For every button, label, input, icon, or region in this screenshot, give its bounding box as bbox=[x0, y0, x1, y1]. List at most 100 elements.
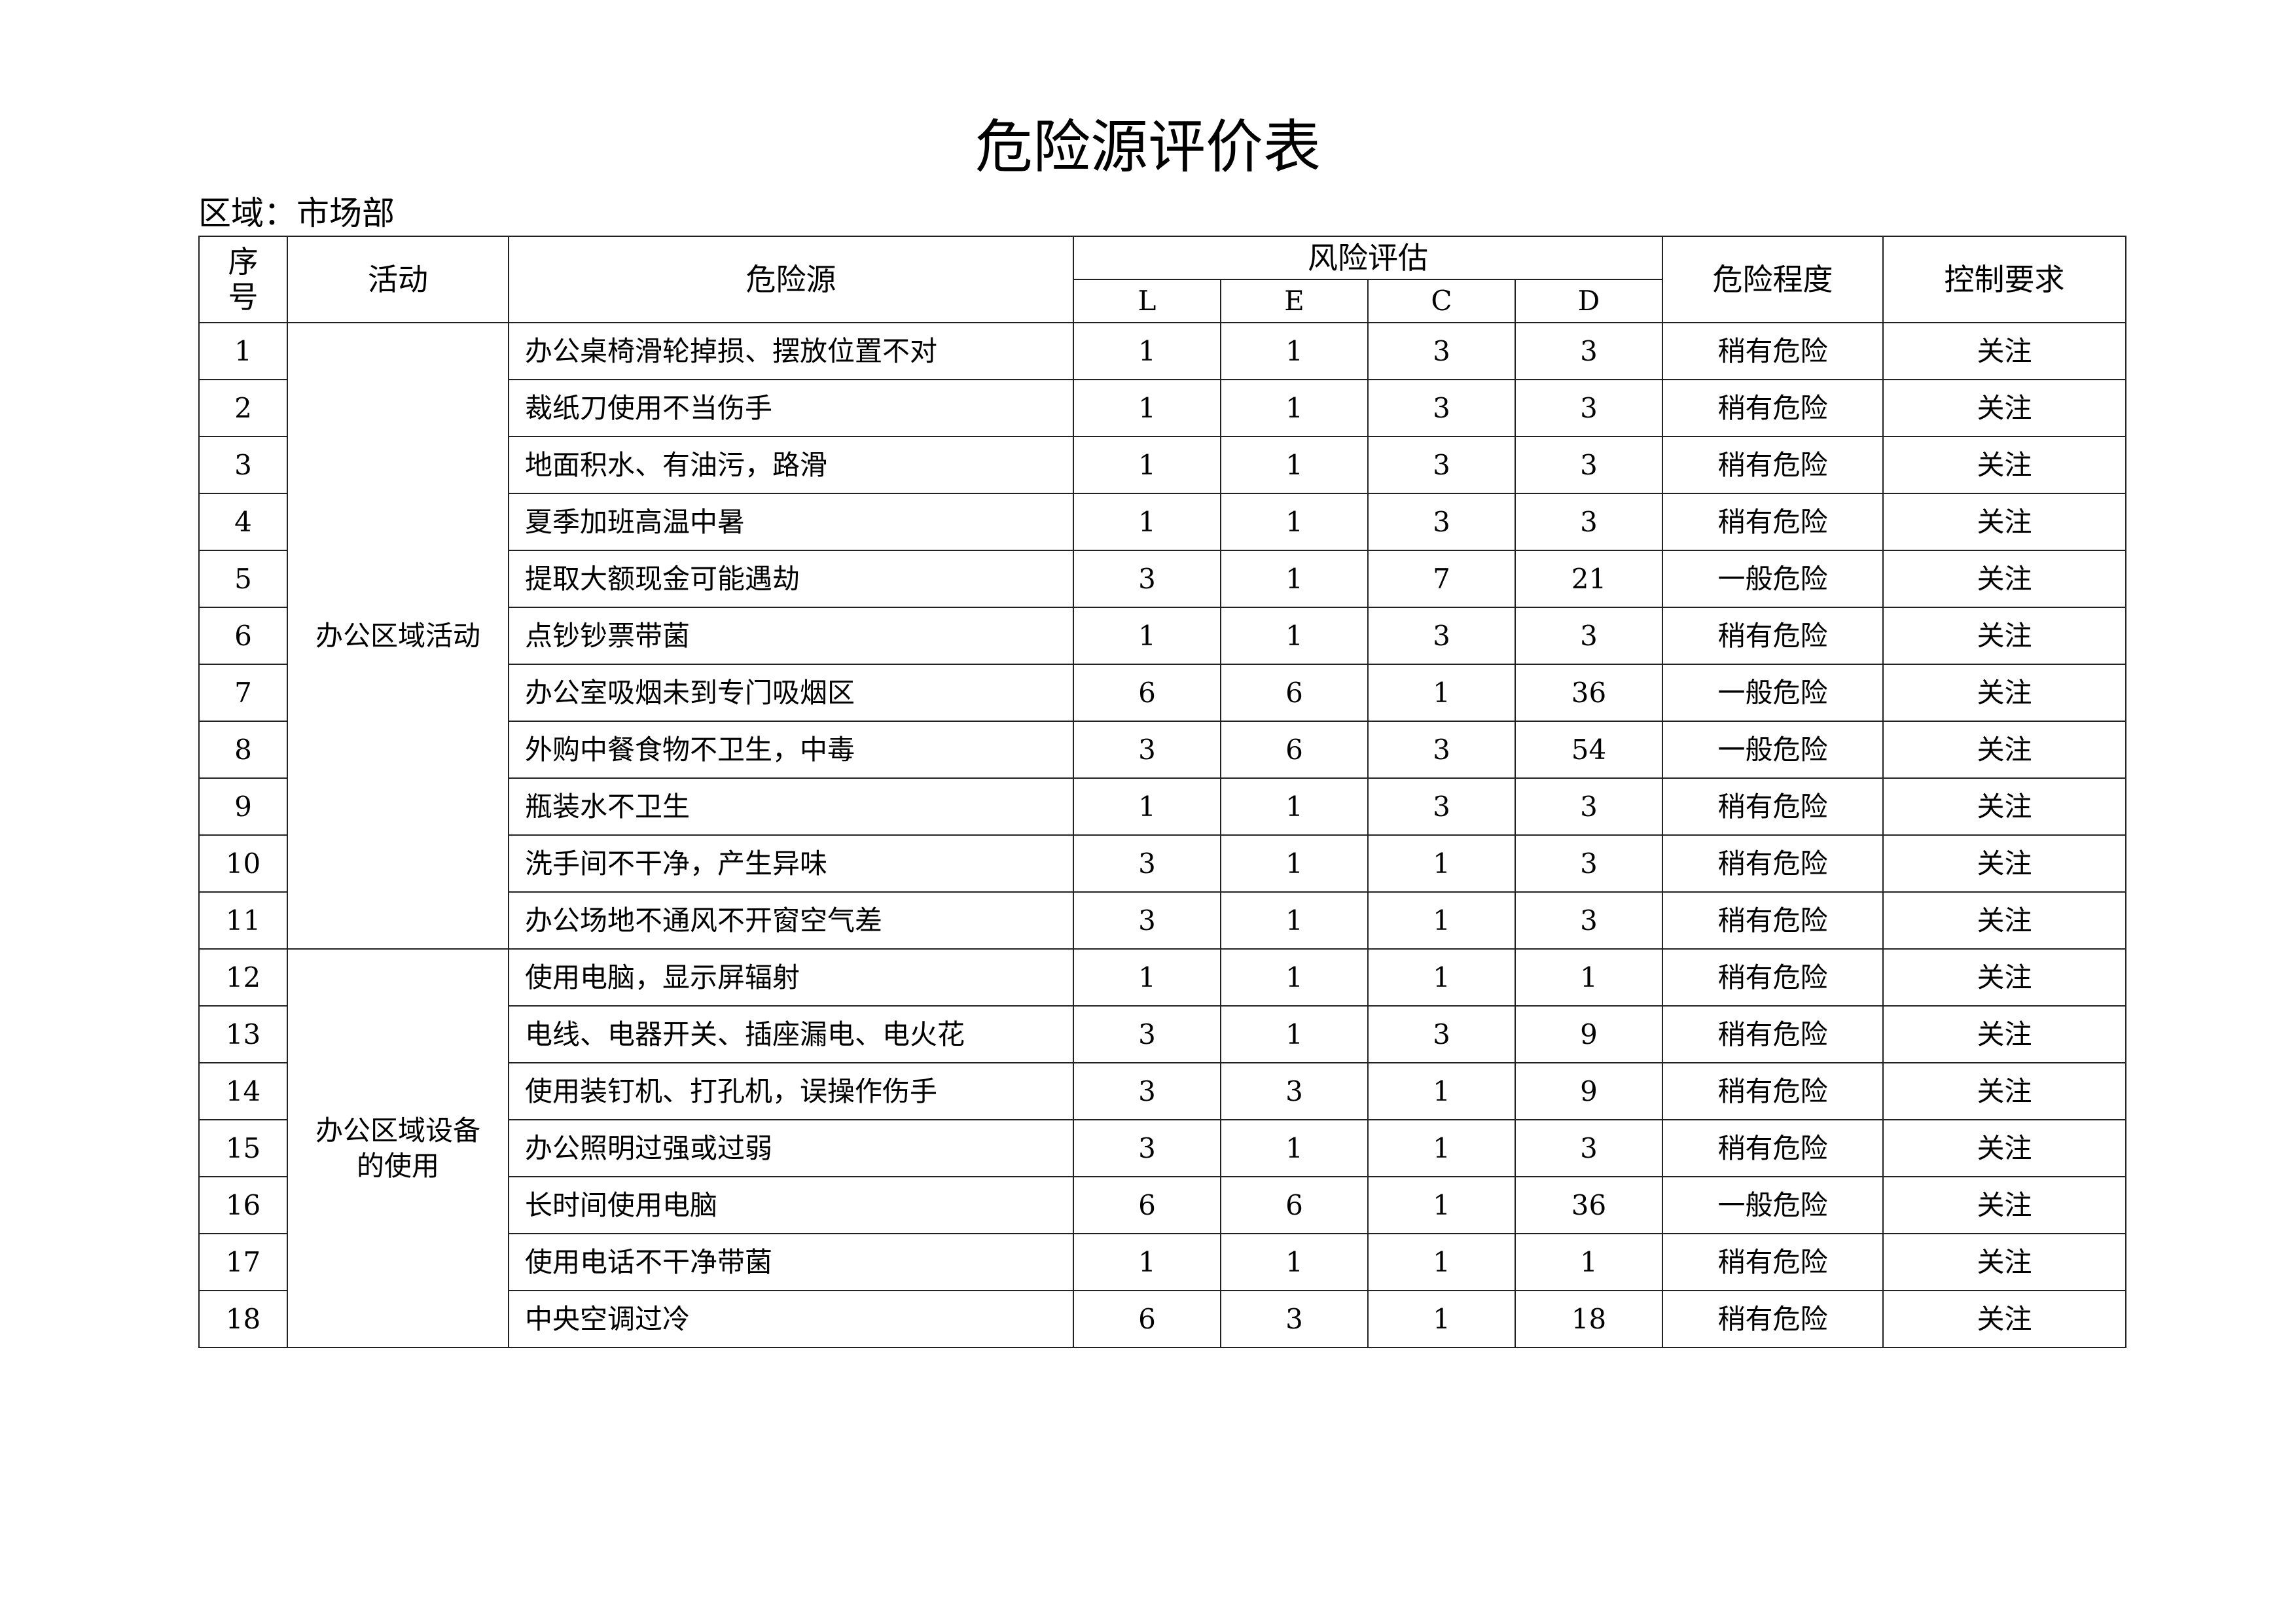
l-value: 1 bbox=[1073, 379, 1221, 437]
row-number: 8 bbox=[198, 721, 288, 779]
table-row: 14 使用装钉机、打孔机，误操作伤手 3 3 1 9 稍有危险 关注 bbox=[198, 1062, 2126, 1120]
e-value: 1 bbox=[1220, 777, 1369, 836]
c-value: 3 bbox=[1367, 436, 1516, 494]
d-value: 3 bbox=[1515, 493, 1663, 551]
control-requirement: 关注 bbox=[1882, 721, 2126, 779]
e-value: 1 bbox=[1220, 550, 1369, 608]
d-value: 3 bbox=[1515, 379, 1663, 437]
control-requirement: 关注 bbox=[1882, 1176, 2126, 1234]
danger-level: 稍有危险 bbox=[1662, 379, 1884, 437]
row-number: 11 bbox=[198, 891, 288, 950]
row-number: 17 bbox=[198, 1233, 288, 1291]
row-number: 14 bbox=[198, 1062, 288, 1120]
control-requirement: 关注 bbox=[1882, 607, 2126, 665]
danger-level: 一般危险 bbox=[1662, 664, 1884, 722]
danger-level: 稍有危险 bbox=[1662, 1290, 1884, 1348]
l-value: 1 bbox=[1073, 436, 1221, 494]
table-row: 9 瓶装水不卫生 1 1 3 3 稍有危险 关注 bbox=[198, 777, 2126, 836]
c-value: 1 bbox=[1367, 1119, 1516, 1177]
hazard-cell: 中央空调过冷 bbox=[508, 1290, 1074, 1348]
c-value: 3 bbox=[1367, 777, 1516, 836]
danger-level: 稍有危险 bbox=[1662, 493, 1884, 551]
hazard-cell: 使用电脑，显示屏辐射 bbox=[508, 948, 1074, 1007]
row-number: 18 bbox=[198, 1290, 288, 1348]
control-requirement: 关注 bbox=[1882, 834, 2126, 893]
header-activity: 活动 bbox=[287, 236, 509, 323]
row-number: 6 bbox=[198, 607, 288, 665]
hazard-cell: 办公照明过强或过弱 bbox=[508, 1119, 1074, 1177]
control-requirement: 关注 bbox=[1882, 664, 2126, 722]
l-value: 3 bbox=[1073, 550, 1221, 608]
l-value: 6 bbox=[1073, 664, 1221, 722]
danger-level: 稍有危险 bbox=[1662, 1233, 1884, 1291]
danger-level: 稍有危险 bbox=[1662, 607, 1884, 665]
e-value: 1 bbox=[1220, 1005, 1369, 1063]
header-row: 序 号 活动 危险源 风险评估 危险程度 控制要求 bbox=[198, 236, 2126, 323]
l-value: 6 bbox=[1073, 1290, 1221, 1348]
header-d: D bbox=[1515, 279, 1663, 323]
hazard-evaluation-table: 序 号 活动 危险源 风险评估 危险程度 控制要求 L E C D 1 办公区域活… bbox=[198, 236, 2126, 1348]
table-row: 11 办公场地不通风不开窗空气差 3 1 1 3 稍有危险 关注 bbox=[198, 891, 2126, 950]
table-row: 16 长时间使用电脑 6 6 1 36 一般危险 关注 bbox=[198, 1176, 2126, 1234]
e-value: 1 bbox=[1220, 834, 1369, 893]
e-value: 1 bbox=[1220, 493, 1369, 551]
table-row: 18 中央空调过冷 6 3 1 18 稍有危险 关注 bbox=[198, 1290, 2126, 1348]
header-no: 序 号 bbox=[198, 236, 288, 323]
header-level: 危险程度 bbox=[1662, 236, 1884, 323]
row-number: 10 bbox=[198, 834, 288, 893]
table-row: 7 办公室吸烟未到专门吸烟区 6 6 1 36 一般危险 关注 bbox=[198, 664, 2126, 722]
l-value: 3 bbox=[1073, 891, 1221, 950]
e-value: 1 bbox=[1220, 1119, 1369, 1177]
row-number: 2 bbox=[198, 379, 288, 437]
d-value: 9 bbox=[1515, 1005, 1663, 1063]
d-value: 54 bbox=[1515, 721, 1663, 779]
d-value: 9 bbox=[1515, 1062, 1663, 1120]
row-number: 3 bbox=[198, 436, 288, 494]
table-row: 13 电线、电器开关、插座漏电、电火花 3 1 3 9 稍有危险 关注 bbox=[198, 1005, 2126, 1063]
e-value: 1 bbox=[1220, 436, 1369, 494]
e-value: 1 bbox=[1220, 1233, 1369, 1291]
c-value: 1 bbox=[1367, 891, 1516, 950]
d-value: 3 bbox=[1515, 1119, 1663, 1177]
hazard-cell: 电线、电器开关、插座漏电、电火花 bbox=[508, 1005, 1074, 1063]
d-value: 3 bbox=[1515, 777, 1663, 836]
d-value: 3 bbox=[1515, 436, 1663, 494]
c-value: 3 bbox=[1367, 379, 1516, 437]
control-requirement: 关注 bbox=[1882, 1233, 2126, 1291]
control-requirement: 关注 bbox=[1882, 550, 2126, 608]
d-value: 1 bbox=[1515, 948, 1663, 1007]
header-e: E bbox=[1220, 279, 1369, 323]
row-number: 5 bbox=[198, 550, 288, 608]
e-value: 1 bbox=[1220, 322, 1369, 380]
danger-level: 稍有危险 bbox=[1662, 1062, 1884, 1120]
row-number: 9 bbox=[198, 777, 288, 836]
c-value: 3 bbox=[1367, 607, 1516, 665]
hazard-cell: 地面积水、有油污，路滑 bbox=[508, 436, 1074, 494]
c-value: 1 bbox=[1367, 664, 1516, 722]
hazard-cell: 洗手间不干净，产生异味 bbox=[508, 834, 1074, 893]
table-row: 1 办公区域活动 办公桌椅滑轮掉损、摆放位置不对 1 1 3 3 稍有危险 关注 bbox=[198, 322, 2126, 950]
control-requirement: 关注 bbox=[1882, 1062, 2126, 1120]
e-value: 1 bbox=[1220, 891, 1369, 950]
table-row: 4 夏季加班高温中暑 1 1 3 3 稍有危险 关注 bbox=[198, 493, 2126, 551]
table-row: 2 裁纸刀使用不当伤手 1 1 3 3 稍有危险 关注 bbox=[198, 379, 2126, 437]
l-value: 3 bbox=[1073, 721, 1221, 779]
activity-cell: 办公区域设备 的使用 bbox=[287, 948, 509, 1348]
hazard-cell: 办公室吸烟未到专门吸烟区 bbox=[508, 664, 1074, 722]
table-row: 5 提取大额现金可能遇劫 3 1 7 21 一般危险 关注 bbox=[198, 550, 2126, 608]
table-row: 17 使用电话不干净带菌 1 1 1 1 稍有危险 关注 bbox=[198, 1233, 2126, 1291]
danger-level: 稍有危险 bbox=[1662, 1005, 1884, 1063]
c-value: 1 bbox=[1367, 1290, 1516, 1348]
row-number: 12 bbox=[198, 948, 288, 1007]
e-value: 1 bbox=[1220, 379, 1369, 437]
control-requirement: 关注 bbox=[1882, 1119, 2126, 1177]
c-value: 7 bbox=[1367, 550, 1516, 608]
c-value: 3 bbox=[1367, 322, 1516, 380]
danger-level: 稍有危险 bbox=[1662, 891, 1884, 950]
c-value: 3 bbox=[1367, 1005, 1516, 1063]
control-requirement: 关注 bbox=[1882, 1290, 2126, 1348]
c-value: 1 bbox=[1367, 948, 1516, 1007]
hazard-cell: 裁纸刀使用不当伤手 bbox=[508, 379, 1074, 437]
hazard-cell: 瓶装水不卫生 bbox=[508, 777, 1074, 836]
table-row: 15 办公照明过强或过弱 3 1 1 3 稍有危险 关注 bbox=[198, 1119, 2126, 1177]
